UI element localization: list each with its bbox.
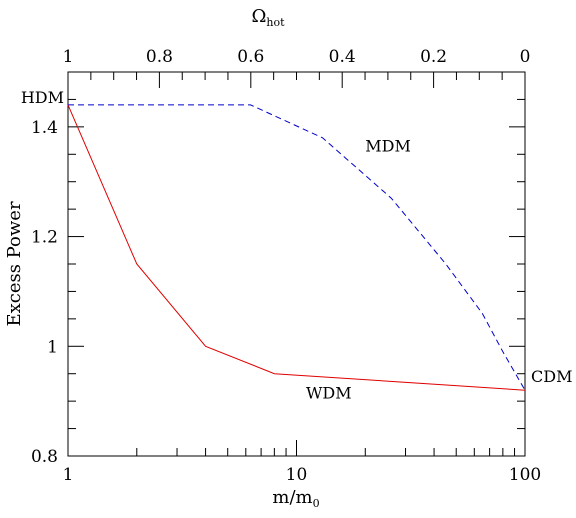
top-tick-label: 1: [63, 47, 74, 67]
label-mdm: MDM: [365, 137, 411, 156]
label-hdm: HDM: [21, 88, 64, 107]
top-tick-label: 0.6: [237, 47, 264, 67]
mdm-line: [68, 104, 526, 391]
top-tick-label: 0: [520, 47, 531, 67]
y-tick-label: 0.8: [31, 447, 58, 467]
y-tick-label: 1.2: [31, 228, 58, 248]
top-tick-label: 0.4: [329, 47, 356, 67]
y-tick-label: 1.4: [31, 118, 58, 138]
top-axis-title-main: Ω: [251, 6, 266, 27]
x-tick-label: 10: [286, 465, 308, 485]
wdm-line: [67, 104, 526, 391]
x-axis-title-sub: 0: [313, 497, 320, 510]
top-tick-label: 0.8: [146, 47, 173, 67]
x-axis-title-main: m/m: [272, 487, 312, 508]
x-axis-title: m/m0: [272, 487, 319, 510]
ticks: [67, 71, 526, 457]
top-axis-title: Ωhot: [251, 6, 285, 29]
y-tick-label: 1: [47, 337, 58, 357]
x-tick-label: 1: [63, 465, 74, 485]
top-axis-title-sub: hot: [266, 16, 285, 29]
series: [67, 104, 526, 391]
top-tick-label: 0.2: [420, 47, 447, 67]
x-tick-label: 100: [509, 465, 541, 485]
label-cdm: CDM: [531, 367, 572, 386]
annotations: HDM CDM MDM WDM: [21, 88, 573, 402]
label-wdm: WDM: [306, 383, 352, 402]
y-axis-title: Excess Power: [4, 201, 25, 326]
